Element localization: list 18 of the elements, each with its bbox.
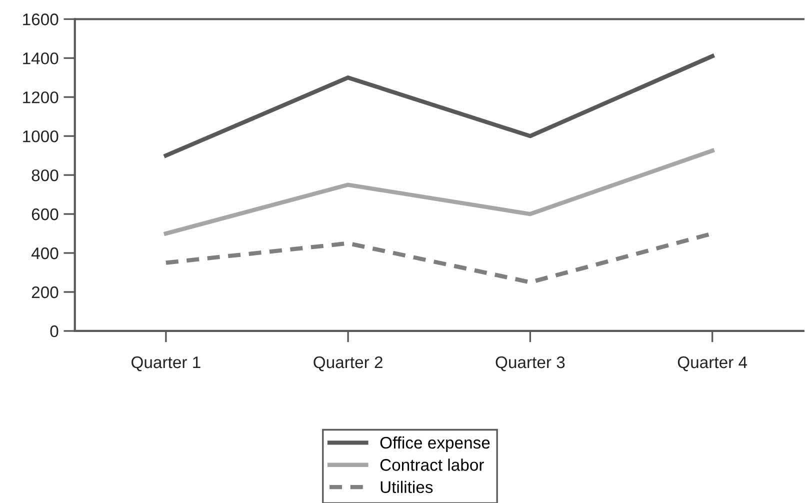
legend-label: Office expense bbox=[380, 436, 490, 452]
x-tick-label: Quarter 4 bbox=[678, 356, 748, 372]
legend-label: Contract labor bbox=[380, 458, 484, 471]
y-tick-label: 0 bbox=[50, 325, 58, 338]
y-tick-label: 1200 bbox=[23, 91, 58, 104]
line-series bbox=[164, 148, 714, 236]
line-series bbox=[164, 54, 714, 158]
y-tick-label: 400 bbox=[31, 247, 58, 260]
x-tick-label: Quarter 3 bbox=[496, 356, 565, 372]
y-tick-label: 800 bbox=[32, 169, 58, 182]
y-tick-label: 1400 bbox=[23, 52, 58, 64]
y-tick-label: 200 bbox=[32, 286, 58, 298]
y-tick-label: 600 bbox=[32, 208, 58, 220]
x-tick-label: Quarter 2 bbox=[314, 356, 382, 372]
legend-label: Utilities bbox=[380, 480, 433, 494]
x-tick-label: Quarter 1 bbox=[132, 356, 200, 372]
y-tick-label: 1000 bbox=[23, 130, 58, 142]
y-tick-label: 1600 bbox=[23, 14, 58, 26]
